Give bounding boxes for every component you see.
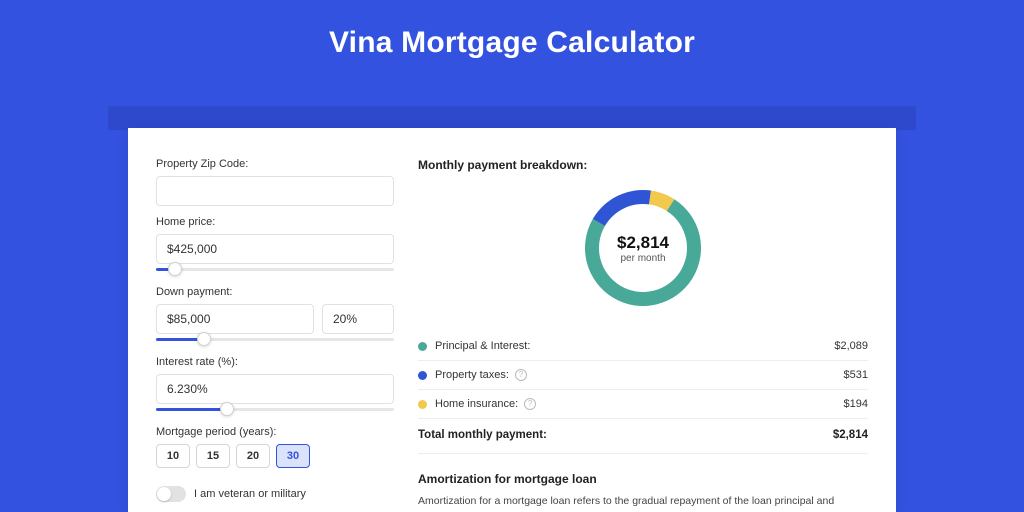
veteran-toggle[interactable]	[156, 486, 186, 502]
legend-label: Home insurance:	[435, 398, 518, 410]
breakdown-title: Monthly payment breakdown:	[418, 158, 868, 172]
breakdown-column: Monthly payment breakdown: $2,814 per mo…	[418, 152, 868, 488]
info-icon[interactable]: ?	[515, 369, 527, 381]
info-icon[interactable]: ?	[524, 398, 536, 410]
home-price-slider-thumb[interactable]	[168, 262, 182, 276]
legend-row: Principal & Interest: $2,089	[418, 332, 868, 361]
legend-dot	[418, 400, 427, 409]
down-payment-slider[interactable]	[156, 332, 394, 346]
form-column: Property Zip Code: Home price: Down paym…	[156, 152, 394, 488]
down-payment-pct-input[interactable]	[322, 304, 394, 334]
zip-input[interactable]	[156, 176, 394, 206]
veteran-label: I am veteran or military	[194, 488, 306, 500]
legend-dot	[418, 342, 427, 351]
period-option-15[interactable]: 15	[196, 444, 230, 468]
down-payment-label: Down payment:	[156, 286, 394, 298]
interest-rate-slider-thumb[interactable]	[220, 402, 234, 416]
period-options: 10152030	[156, 444, 394, 468]
donut-chart-wrap: $2,814 per month	[418, 178, 868, 318]
down-payment-slider-thumb[interactable]	[197, 332, 211, 346]
legend-value: $531	[844, 369, 868, 381]
home-price-input[interactable]	[156, 234, 394, 264]
legend-label: Principal & Interest:	[435, 340, 530, 352]
period-option-10[interactable]: 10	[156, 444, 190, 468]
home-price-slider[interactable]	[156, 262, 394, 276]
legend-dot	[418, 371, 427, 380]
interest-rate-slider[interactable]	[156, 402, 394, 416]
page-title: Vina Mortgage Calculator	[0, 0, 1024, 60]
period-option-30[interactable]: 30	[276, 444, 310, 468]
legend-value: $2,089	[834, 340, 868, 352]
period-label: Mortgage period (years):	[156, 426, 394, 438]
zip-label: Property Zip Code:	[156, 158, 394, 170]
home-price-label: Home price:	[156, 216, 394, 228]
legend-label: Property taxes:	[435, 369, 509, 381]
total-value: $2,814	[833, 429, 868, 441]
donut-slice-property_taxes	[593, 190, 651, 226]
down-payment-input[interactable]	[156, 304, 314, 334]
donut-amount: $2,814	[617, 233, 669, 253]
header-band	[108, 106, 916, 130]
interest-rate-input[interactable]	[156, 374, 394, 404]
amortization-body: Amortization for a mortgage loan refers …	[418, 494, 868, 512]
amortization-title: Amortization for mortgage loan	[418, 472, 868, 486]
interest-rate-label: Interest rate (%):	[156, 356, 394, 368]
legend-value: $194	[844, 398, 868, 410]
donut-center: $2,814 per month	[617, 233, 669, 264]
page-background: Vina Mortgage Calculator Property Zip Co…	[0, 0, 1024, 512]
donut-subtext: per month	[617, 253, 669, 264]
calculator-card: Property Zip Code: Home price: Down paym…	[128, 128, 896, 512]
legend-row: Property taxes:? $531	[418, 361, 868, 390]
total-label: Total monthly payment:	[418, 429, 547, 441]
legend-row: Home insurance:? $194	[418, 390, 868, 418]
total-row: Total monthly payment: $2,814	[418, 418, 868, 454]
period-option-20[interactable]: 20	[236, 444, 270, 468]
